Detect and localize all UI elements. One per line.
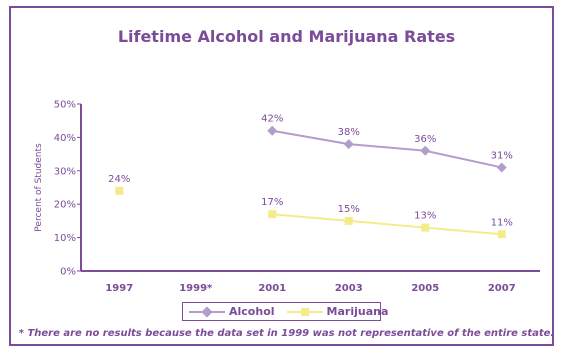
- data-point-marijuana: [497, 230, 506, 239]
- series-line-alcohol: [348, 143, 426, 152]
- x-tick-label: 2001: [258, 283, 286, 294]
- x-tick-label: 1999*: [179, 283, 213, 294]
- y-tick-label: 30%: [54, 166, 76, 177]
- data-label-marijuana: 24%: [108, 174, 130, 185]
- data-label-marijuana: 15%: [338, 204, 360, 215]
- chart-footnote: * There are no results because the data …: [18, 328, 555, 339]
- data-point-marijuana: [344, 216, 353, 225]
- y-axis-label: Percent of Students: [34, 143, 44, 232]
- chart-frame: [9, 6, 554, 346]
- data-point-alcohol: [420, 145, 431, 156]
- data-label-alcohol: 31%: [491, 150, 513, 161]
- data-label-marijuana: 17%: [261, 197, 283, 208]
- y-tick-label: 10%: [54, 233, 76, 244]
- data-label-marijuana: 11%: [491, 217, 513, 228]
- x-tick-label: 2005: [411, 283, 439, 294]
- series-line-alcohol: [272, 129, 349, 146]
- data-point-marijuana: [268, 210, 277, 219]
- legend-swatch-marijuana: [286, 307, 323, 317]
- chart-title: Lifetime Alcohol and Marijuana Rates: [117, 27, 456, 46]
- x-tick-label: 2003: [335, 283, 363, 294]
- legend-label-alcohol: Alcohol: [229, 305, 275, 318]
- legend-item-alcohol: Alcohol: [189, 305, 275, 318]
- data-label-alcohol: 36%: [414, 134, 436, 145]
- legend-label-marijuana: Marijuana: [326, 305, 389, 318]
- data-point-marijuana: [421, 223, 430, 232]
- data-point-alcohol: [343, 139, 354, 150]
- y-tick-label: 40%: [54, 133, 76, 144]
- data-label-marijuana: 13%: [414, 211, 436, 222]
- chart-legend: Alcohol Marijuana: [182, 302, 388, 321]
- legend-swatch-alcohol: [189, 305, 225, 318]
- series-line-alcohol: [425, 149, 502, 169]
- y-tick-label: 50%: [54, 100, 76, 111]
- series-line-marijuana: [348, 219, 426, 229]
- data-label-alcohol: 42%: [261, 114, 283, 125]
- x-tick-label: 1997: [105, 283, 133, 294]
- data-point-marijuana: [115, 186, 124, 195]
- data-point-alcohol: [496, 162, 507, 173]
- y-tick-label: 20%: [54, 200, 76, 211]
- data-point-alcohol: [267, 125, 278, 136]
- series-line-marijuana: [425, 226, 502, 236]
- data-label-alcohol: 38%: [338, 127, 360, 138]
- series-line-marijuana: [272, 213, 349, 222]
- y-tick-label: 0%: [60, 267, 76, 278]
- x-tick-label: 2007: [488, 283, 516, 294]
- legend-item-marijuana: Marijuana: [286, 305, 389, 318]
